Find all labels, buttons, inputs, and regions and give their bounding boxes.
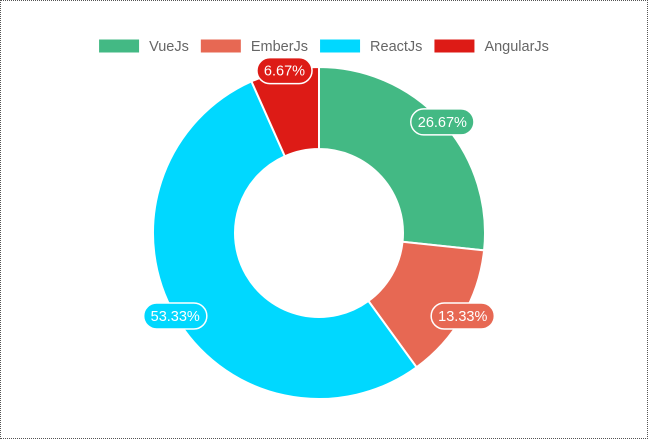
slice-label-badge [142,302,208,330]
slice-label-text: 13.33% [438,309,487,325]
slice-label-text: 53.33% [151,309,200,325]
legend-label: EmberJs [251,39,308,55]
legend-item-angularjs[interactable]: AngularJs [434,39,549,55]
legend-item-vuejs[interactable]: VueJs [99,39,189,55]
legend-swatch [434,39,475,53]
legend-label: VueJs [149,39,189,55]
chart-slice-labels: 26.67% 13.33% 53.33% 6.67% [142,56,496,330]
legend-swatch [200,39,241,53]
slice-label-badge [410,108,475,136]
slice-label-vuejs: 26.67% [410,108,475,136]
slice-vuejs[interactable] [318,65,486,252]
slice-label-angularjs: 6.67% [256,56,313,85]
legend-swatch [320,39,361,53]
slice-label-emberjs: 13.33% [430,302,496,330]
slice-reactjs[interactable] [152,80,418,400]
slice-label-text: 6.67% [264,64,305,80]
legend-item-emberjs[interactable]: EmberJs [200,39,308,55]
slice-label-reactjs: 53.33% [142,302,208,330]
legend-item-reactjs[interactable]: ReactJs [320,39,422,55]
slice-label-text: 26.67% [418,115,467,131]
slice-label-badge [430,302,496,330]
legend-swatch [99,39,140,53]
slice-label-badge [256,56,313,85]
chart-legend: VueJs EmberJs ReactJs AngularJs [99,39,549,55]
chart-slices [152,65,486,400]
legend-label: ReactJs [370,39,422,55]
legend-label: AngularJs [484,39,548,55]
